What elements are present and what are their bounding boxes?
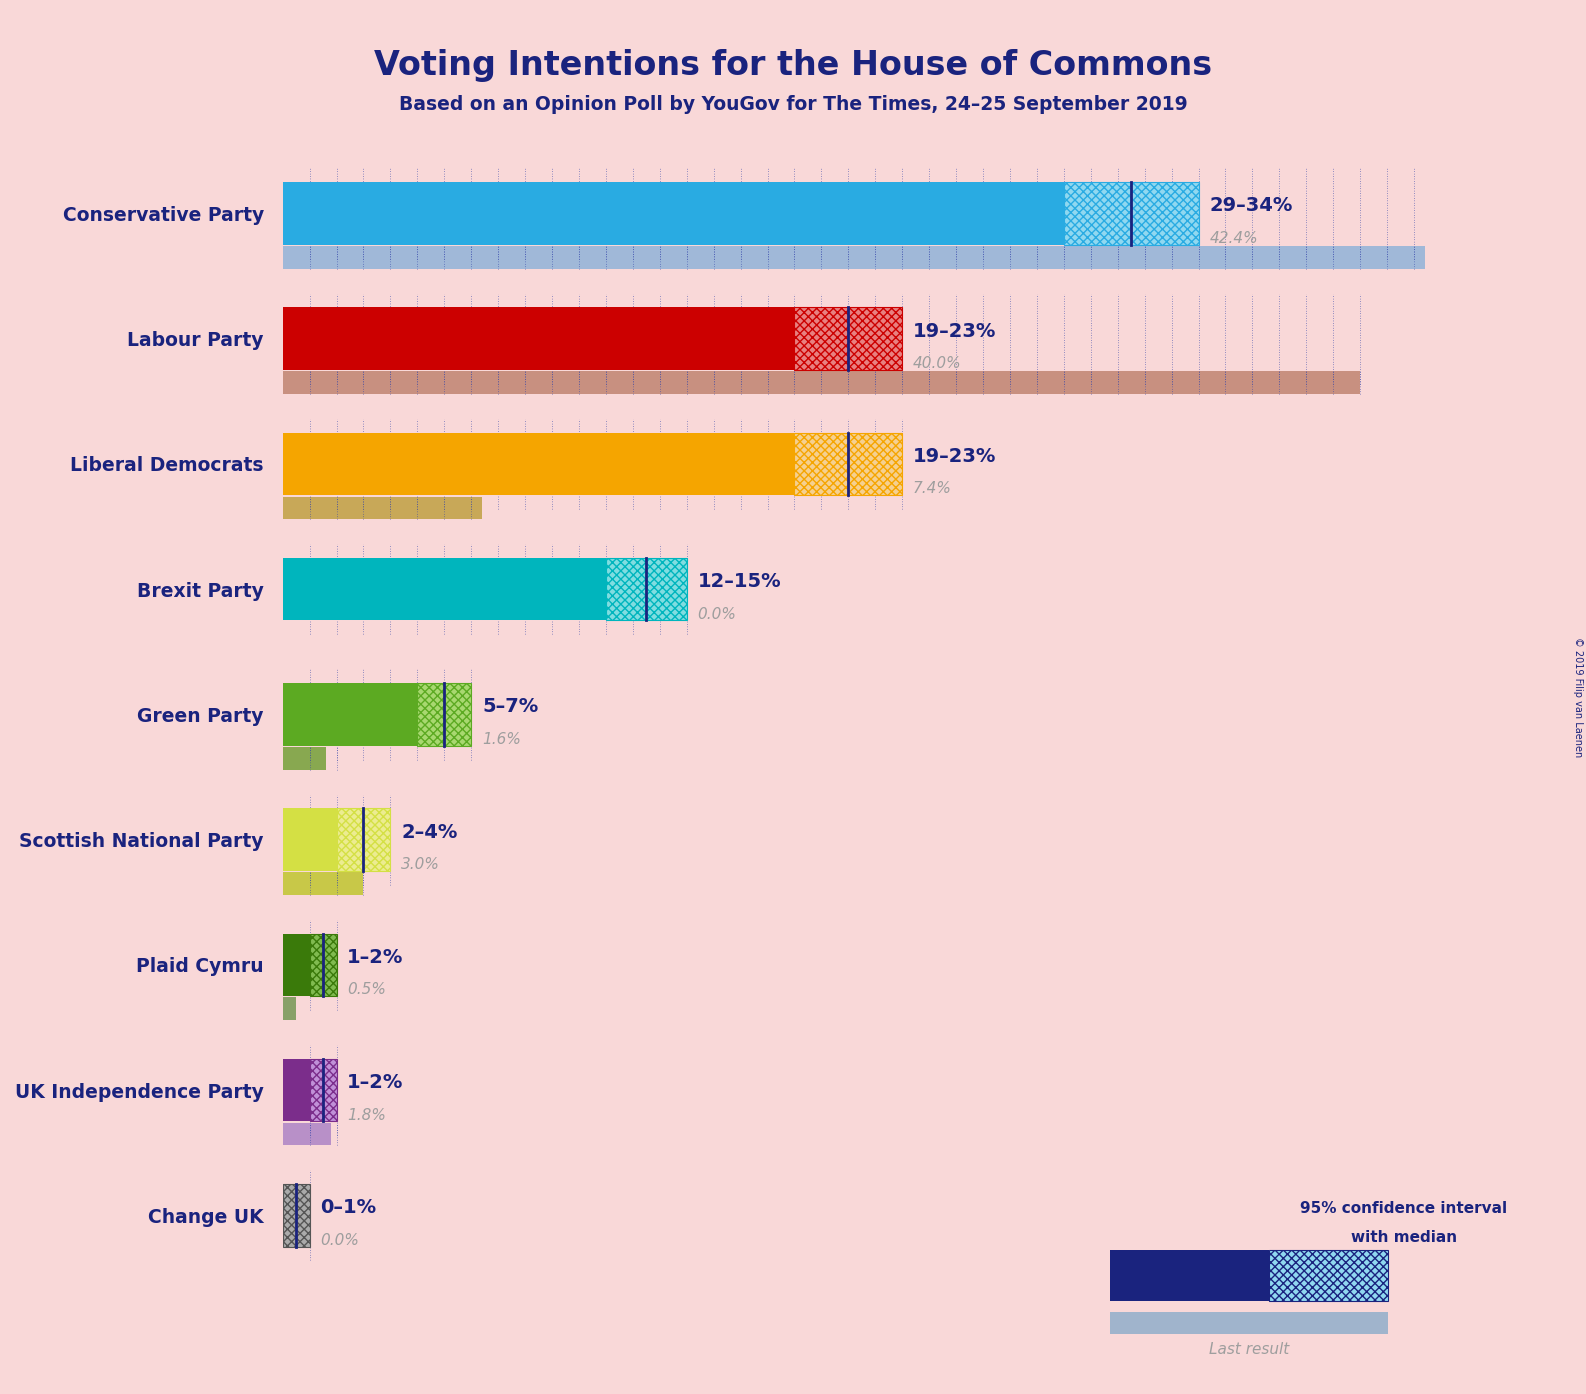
Text: 40.0%: 40.0% xyxy=(914,357,961,371)
Text: 7.4%: 7.4% xyxy=(914,481,952,496)
Text: 95% confidence interval: 95% confidence interval xyxy=(1301,1200,1507,1216)
Bar xyxy=(282,873,363,895)
Text: Last result: Last result xyxy=(1209,1342,1289,1358)
Bar xyxy=(282,496,482,519)
Text: 1.6%: 1.6% xyxy=(482,732,520,747)
Text: 1–2%: 1–2% xyxy=(347,1073,404,1092)
Text: 0.0%: 0.0% xyxy=(698,606,736,622)
FancyBboxPatch shape xyxy=(1064,183,1199,245)
Text: 2–4%: 2–4% xyxy=(401,822,457,842)
FancyBboxPatch shape xyxy=(282,1184,309,1246)
Bar xyxy=(282,308,795,369)
FancyBboxPatch shape xyxy=(606,558,687,620)
Text: © 2019 Filip van Laenen: © 2019 Filip van Laenen xyxy=(1573,637,1583,757)
FancyBboxPatch shape xyxy=(417,683,471,746)
Text: 1.8%: 1.8% xyxy=(347,1108,385,1122)
Text: with median: with median xyxy=(1351,1230,1456,1245)
Bar xyxy=(282,183,1064,245)
Text: 1–2%: 1–2% xyxy=(347,948,404,967)
Text: 12–15%: 12–15% xyxy=(698,572,780,591)
FancyBboxPatch shape xyxy=(309,934,336,997)
Text: 0.5%: 0.5% xyxy=(347,983,385,998)
Bar xyxy=(282,371,1361,395)
Bar xyxy=(282,998,297,1020)
Text: 3.0%: 3.0% xyxy=(401,857,439,873)
Bar xyxy=(282,1059,309,1121)
Bar xyxy=(282,747,325,769)
Text: Voting Intentions for the House of Commons: Voting Intentions for the House of Commo… xyxy=(374,49,1212,82)
Bar xyxy=(282,245,1424,269)
Bar xyxy=(282,558,606,620)
Text: 42.4%: 42.4% xyxy=(1209,231,1258,245)
Text: 5–7%: 5–7% xyxy=(482,697,538,717)
FancyBboxPatch shape xyxy=(336,809,390,871)
FancyBboxPatch shape xyxy=(309,1059,336,1121)
Text: 19–23%: 19–23% xyxy=(914,322,996,340)
Bar xyxy=(282,432,795,495)
FancyBboxPatch shape xyxy=(795,432,902,495)
Text: Based on an Opinion Poll by YouGov for The Times, 24–25 September 2019: Based on an Opinion Poll by YouGov for T… xyxy=(398,95,1188,114)
Text: 0–1%: 0–1% xyxy=(320,1199,376,1217)
Text: 0.0%: 0.0% xyxy=(320,1232,358,1248)
Text: 19–23%: 19–23% xyxy=(914,447,996,466)
FancyBboxPatch shape xyxy=(795,308,902,369)
Bar xyxy=(282,683,417,746)
Text: 29–34%: 29–34% xyxy=(1209,197,1293,216)
Bar xyxy=(282,809,336,871)
Bar xyxy=(282,1122,331,1146)
Bar xyxy=(282,934,309,997)
